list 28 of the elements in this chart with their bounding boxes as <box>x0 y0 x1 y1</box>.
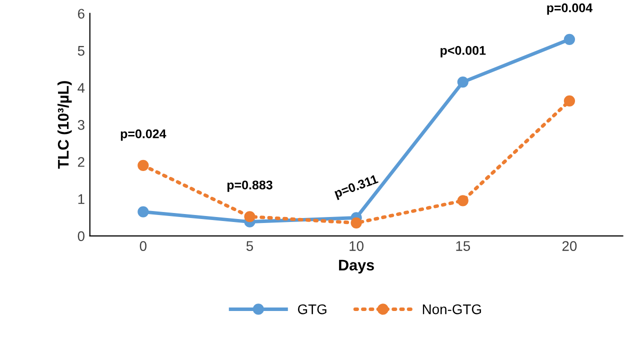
legend-label: Non-GTG <box>422 304 481 314</box>
y-tick-label: 6 <box>78 8 84 19</box>
y-axis-title: TLC (10³/µL) <box>57 81 72 169</box>
annotation: p=0.024 <box>120 129 166 141</box>
y-tick-label: 3 <box>78 120 84 130</box>
x-tick-label: 20 <box>562 241 577 251</box>
x-axis-title: Days <box>339 260 374 274</box>
y-tick-label: 4 <box>78 83 85 93</box>
point <box>138 206 149 218</box>
legend-label: GTG <box>298 304 326 314</box>
x-tick-label: 10 <box>350 241 364 251</box>
y-tick-label: 1 <box>78 194 84 204</box>
x-tick-label: 15 <box>456 241 470 251</box>
y-tick-label: 2 <box>78 157 84 167</box>
point <box>244 211 256 222</box>
point <box>564 95 576 107</box>
point <box>457 195 468 206</box>
point <box>564 34 576 45</box>
annotation: p=0.004 <box>547 3 592 15</box>
point <box>350 217 362 228</box>
annotation: p=0.883 <box>227 180 272 192</box>
point <box>138 160 149 172</box>
y-tick-label: 0 <box>78 231 84 242</box>
y-tick-label: 5 <box>78 46 84 56</box>
x-tick-label: 5 <box>246 241 254 251</box>
point <box>457 76 468 88</box>
x-tick-label: 0 <box>140 241 146 251</box>
annotation: p<0.001 <box>440 46 486 58</box>
